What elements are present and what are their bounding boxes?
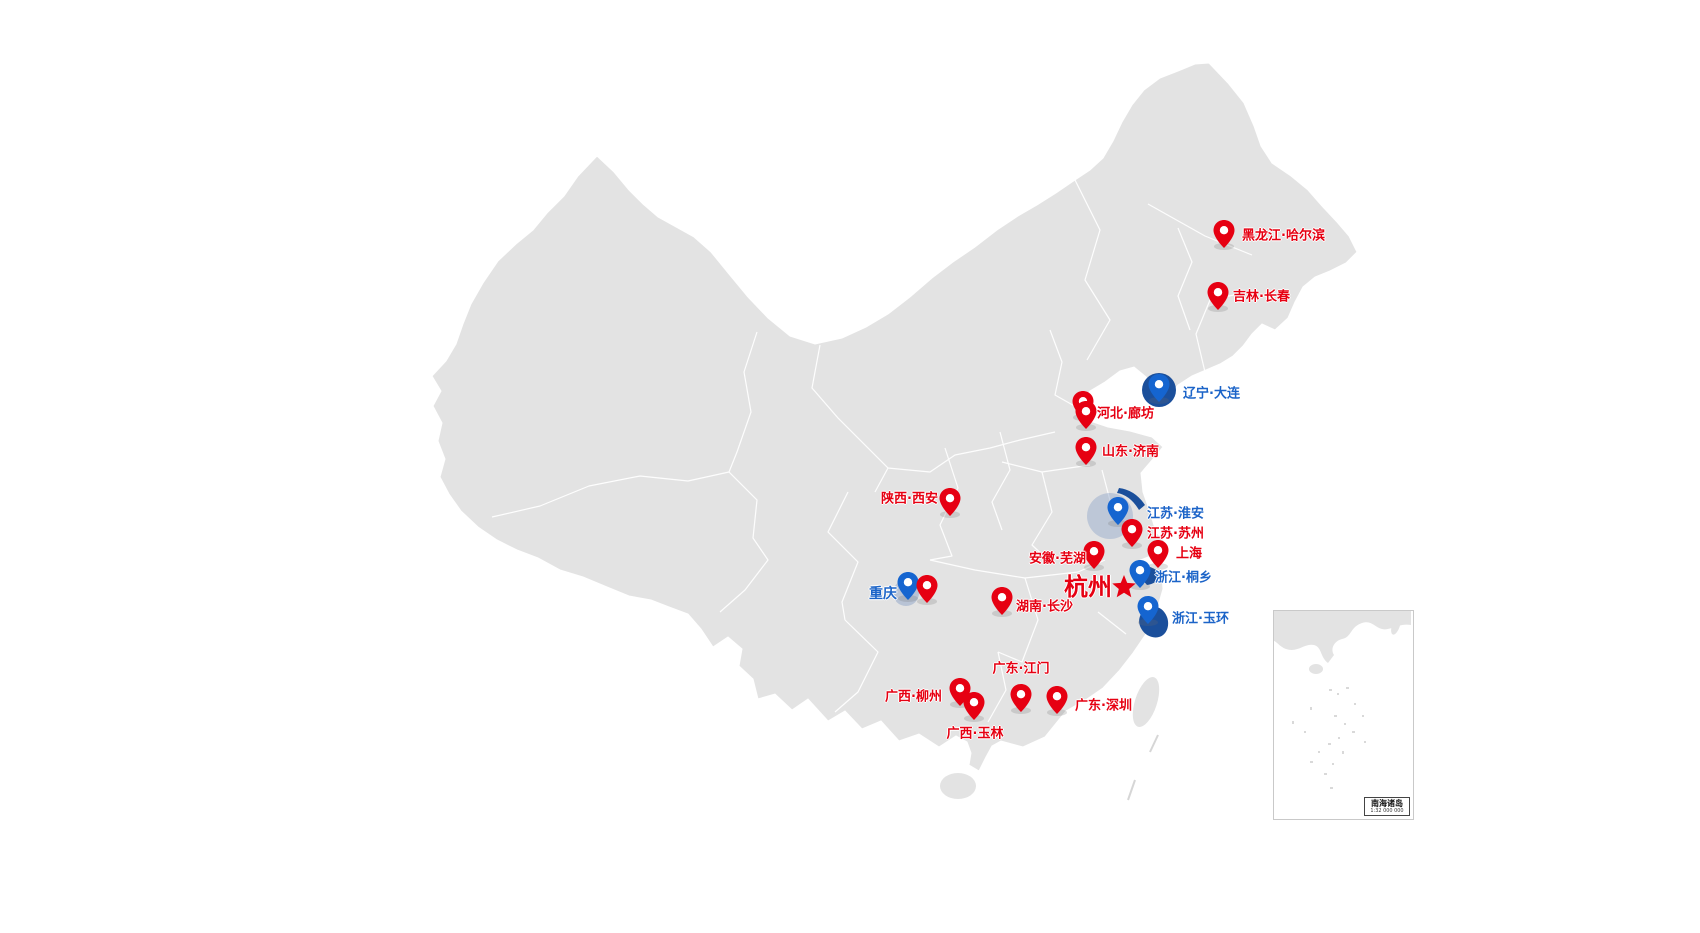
pin-hunan-changsha[interactable] <box>991 587 1013 621</box>
sea-boundary-dashes <box>1127 734 1159 801</box>
inset-scale: 1:32 000 000 <box>1370 808 1404 814</box>
label-jilin-changchun: 吉林·长春 <box>1233 289 1290 305</box>
pin-heilongjiang-haerbin[interactable] <box>1213 220 1235 254</box>
pin-shanghai[interactable] <box>1147 540 1169 574</box>
inset-map <box>1274 611 1411 789</box>
label-jiangsu-huaian: 江苏·淮安 <box>1147 506 1204 522</box>
label-guangxi-yulin: 广西·玉林 <box>946 726 1004 742</box>
label-zhejiang-tongxiang: 浙江·桐乡 <box>1155 570 1212 586</box>
inset-label-box: 南海诸岛 1:32 000 000 <box>1364 796 1410 816</box>
inset-coastline <box>1274 611 1411 663</box>
pin-jilin-changchun[interactable] <box>1207 282 1229 316</box>
south-china-sea-inset: 南海诸岛 1:32 000 000 <box>1273 610 1414 820</box>
huaian-region-highlight <box>1117 488 1145 510</box>
label-hebei-langfang: 河北·廊坊 <box>1097 406 1154 422</box>
pin-anhui-wuhu[interactable] <box>1083 541 1105 575</box>
hainan-island <box>940 773 976 799</box>
inset-taiwan <box>1391 615 1401 635</box>
label-guangxi-liuzhou: 广西·柳州 <box>885 689 942 705</box>
label-heilongjiang-haerbin: 黑龙江·哈尔滨 <box>1242 228 1325 244</box>
pin-hebei-langfang-2[interactable] <box>1075 401 1097 435</box>
inset-hainan <box>1309 664 1323 674</box>
pin-zhejiang-yuhuan[interactable] <box>1137 596 1159 630</box>
pin-guangxi-yulin[interactable] <box>963 692 985 726</box>
inset-title: 南海诸岛 <box>1371 798 1403 808</box>
pin-shandong-jinan[interactable] <box>1075 437 1097 471</box>
label-guangdong-shenzhen: 广东·深圳 <box>1075 698 1132 714</box>
pin-liaoning-dalian[interactable] <box>1148 374 1170 408</box>
label-guangdong-jiangmen: 广东·江门 <box>992 661 1050 677</box>
pin-chongqing[interactable] <box>897 572 919 606</box>
pin-guangdong-shenzhen[interactable] <box>1046 686 1068 720</box>
label-jiangsu-suzhou: 江苏·苏州 <box>1147 526 1204 542</box>
taiwan-island <box>1132 677 1160 727</box>
province-borders <box>491 179 1253 723</box>
label-hangzhou: 杭州 <box>1064 573 1112 601</box>
label-liaoning-dalian: 辽宁·大连 <box>1183 386 1240 402</box>
label-shanghai: 上海 <box>1176 546 1203 562</box>
label-anhui-wuhu: 安徽·芜湖 <box>1029 551 1086 567</box>
label-zhejiang-yuhuan: 浙江·玉环 <box>1172 611 1229 627</box>
pin-jiangsu-suzhou[interactable] <box>1121 519 1143 553</box>
inset-islands <box>1292 687 1366 789</box>
label-shaanxi-xian: 陕西·西安 <box>881 491 938 507</box>
pin-shaanxi-xian[interactable] <box>939 488 961 522</box>
star-hangzhou[interactable] <box>1111 574 1137 604</box>
label-hunan-changsha: 湖南·长沙 <box>1016 599 1073 615</box>
label-shandong-jinan: 山东·济南 <box>1102 444 1159 460</box>
pin-chongqing-site[interactable] <box>916 575 938 609</box>
label-chongqing: 重庆 <box>869 586 897 602</box>
china-mainland <box>431 62 1358 772</box>
pin-zhejiang-tongxiang[interactable] <box>1129 560 1151 594</box>
pin-guangdong-jiangmen[interactable] <box>1010 684 1032 718</box>
